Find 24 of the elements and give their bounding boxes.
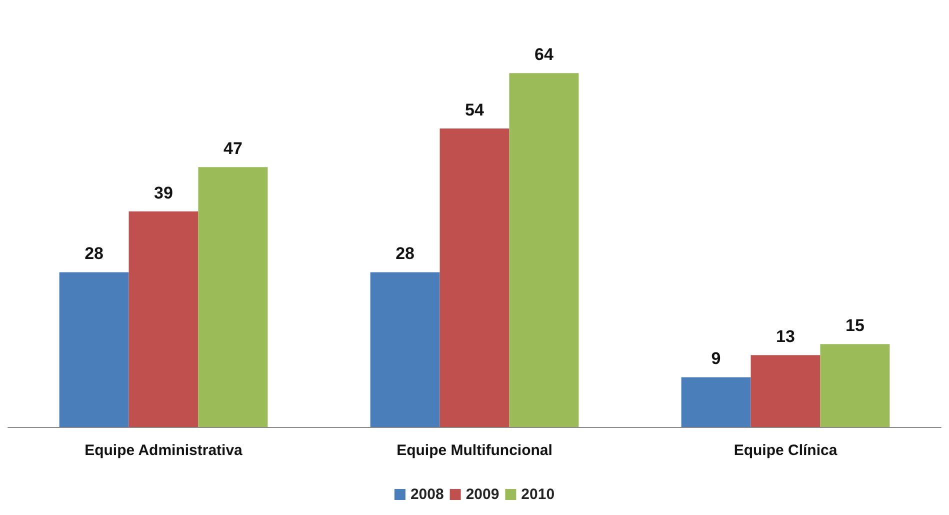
bar (440, 128, 510, 427)
legend-label: 2010 (521, 486, 555, 503)
x-tick-label: Equipe Multifuncional (396, 442, 552, 459)
data-label: 47 (223, 139, 242, 158)
bar (370, 272, 440, 427)
data-label: 15 (845, 316, 864, 336)
bar (128, 211, 198, 427)
data-label: 54 (465, 100, 484, 120)
data-label: 39 (154, 183, 173, 202)
data-label: 9 (711, 349, 721, 368)
x-tick-label: Equipe Administrativa (84, 442, 244, 459)
legend-label: 2009 (466, 486, 500, 503)
bar (820, 344, 890, 427)
x-tick-label: Equipe Clínica (734, 442, 838, 459)
data-label: 13 (776, 327, 795, 346)
bar (750, 355, 820, 427)
legend-label: 2008 (410, 486, 444, 503)
data-label: 28 (84, 244, 104, 264)
data-label: 28 (396, 244, 415, 264)
bar (59, 272, 129, 427)
bar (509, 73, 579, 427)
bar (198, 167, 268, 427)
data-label: 64 (534, 45, 554, 64)
bar (681, 377, 751, 427)
